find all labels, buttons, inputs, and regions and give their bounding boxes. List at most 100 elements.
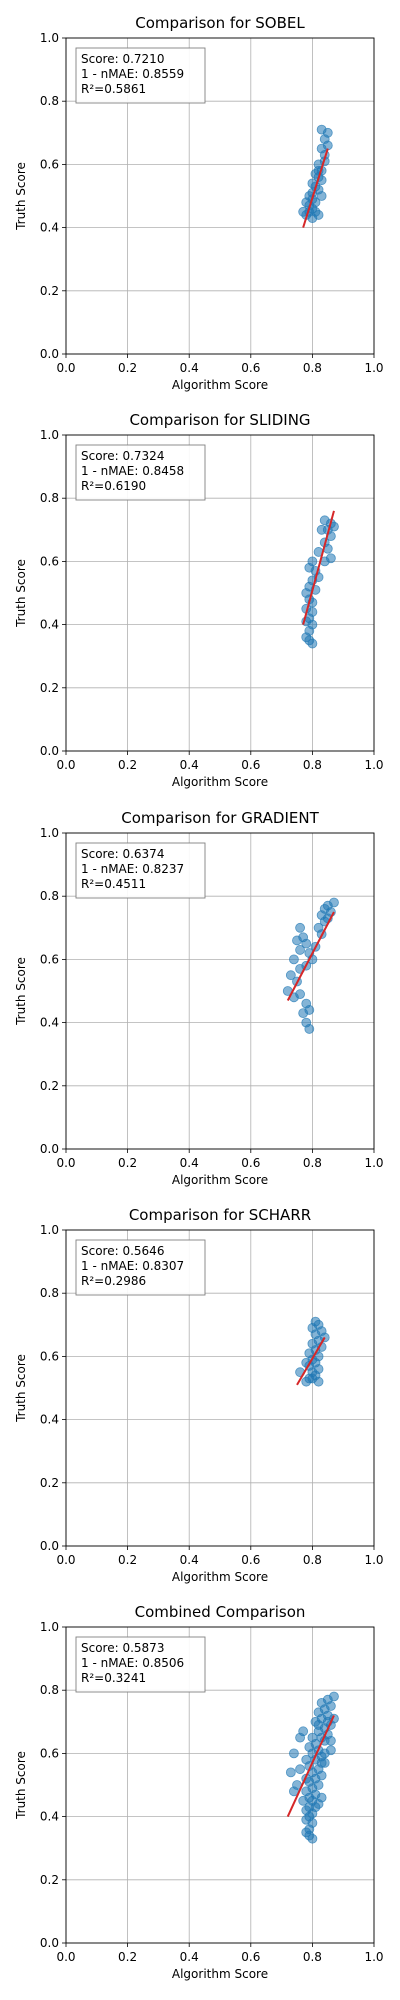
- stats-line: Score: 0.7324: [81, 449, 164, 463]
- stats-line: R²=0.5861: [81, 82, 146, 96]
- data-point: [299, 1009, 308, 1018]
- stats-line: Score: 0.7210: [81, 52, 164, 66]
- chart-panel-5: Combined Comparison0.0 0.2 0.4 0.6 0.8 1.00.0…: [14, 1603, 384, 1981]
- y-tick-label: 0.2: [40, 1079, 59, 1093]
- chart-panel-4: Comparison for SCHARR 0.0 0.2 0.4 0.6 0.8 1.0 0…: [14, 1206, 384, 1584]
- y-tick-label: 0.6: [40, 1349, 59, 1363]
- chart-title: Comparison for SOBEL: [135, 14, 305, 32]
- y-tick-label: 0.8: [40, 889, 59, 903]
- x-tick-label: 0.8: [303, 1156, 322, 1170]
- y-axis-label: Truth Score: [14, 957, 28, 1026]
- x-tick-label: 0.4: [180, 1156, 199, 1170]
- data-point: [296, 923, 305, 932]
- x-tick-label: 0.6: [241, 758, 260, 772]
- stats-line: 1 - nMAE: 0.8237: [81, 862, 184, 876]
- stats-line: R²=0.2986: [81, 1274, 146, 1288]
- data-point: [317, 1758, 326, 1767]
- data-point: [314, 1377, 323, 1386]
- y-tick-label: 0.0: [40, 1539, 59, 1553]
- x-tick-label: 1.0: [364, 361, 383, 375]
- y-tick-label: 0.2: [40, 1476, 59, 1490]
- y-tick-label: 0.4: [40, 1016, 59, 1030]
- data-point: [317, 525, 326, 534]
- x-tick-label: 0.6: [241, 1950, 260, 1964]
- stats-line: R²=0.3241: [81, 1671, 146, 1685]
- chart-title: Combined Comparison: [135, 1603, 306, 1621]
- y-tick-label: 0.2: [40, 284, 59, 298]
- x-tick-label: 0.0: [56, 1553, 75, 1567]
- data-point: [314, 1720, 323, 1729]
- x-tick-label: 0.8: [303, 1950, 322, 1964]
- x-tick-label: 0.2: [118, 1553, 137, 1567]
- y-tick-label: 1.0: [40, 31, 59, 45]
- stats-box: Score: 0.73241 - nMAE: 0.8458R²=0.6190: [76, 445, 205, 500]
- chart-panel-2: Comparison for SLIDING 0.0 0.2 0.4 0.6 0.8 1.0…: [14, 411, 384, 789]
- x-tick-label: 0.4: [180, 758, 199, 772]
- y-tick-label: 1.0: [40, 1620, 59, 1634]
- stats-line: 1 - nMAE: 0.8559: [81, 67, 184, 81]
- x-tick-label: 0.8: [303, 1553, 322, 1567]
- x-tick-label: 0.0: [56, 758, 75, 772]
- x-tick-label: 0.2: [118, 361, 137, 375]
- x-tick-label: 0.6: [241, 361, 260, 375]
- x-tick-label: 0.8: [303, 758, 322, 772]
- data-point: [289, 955, 298, 964]
- data-point: [296, 1733, 305, 1742]
- y-tick-label: 0.4: [40, 1810, 59, 1824]
- chart-panel-3: Comparison for GRADIENT 0.0 0.2 0.4 0.6 0.8 1.…: [14, 809, 384, 1187]
- data-point: [308, 1834, 317, 1843]
- x-tick-label: 1.0: [364, 1553, 383, 1567]
- data-point: [289, 1749, 298, 1758]
- y-tick-label: 1.0: [40, 428, 59, 442]
- stats-box: Score: 0.58731 - nMAE: 0.8506R²=0.3241: [76, 1637, 205, 1692]
- data-point: [296, 945, 305, 954]
- stats-line: R²=0.4511: [81, 877, 146, 891]
- y-tick-label: 1.0: [40, 826, 59, 840]
- y-tick-label: 0.6: [40, 1746, 59, 1760]
- data-point: [320, 1749, 329, 1758]
- data-point: [326, 1736, 335, 1745]
- x-tick-label: 0.2: [118, 758, 137, 772]
- stats-line: Score: 0.6374: [81, 847, 164, 861]
- stats-line: 1 - nMAE: 0.8458: [81, 464, 184, 478]
- y-tick-label: 0.6: [40, 554, 59, 568]
- stats-line: Score: 0.5646: [81, 1244, 164, 1258]
- x-tick-label: 0.8: [303, 361, 322, 375]
- x-tick-label: 1.0: [364, 758, 383, 772]
- x-axis-label: Algorithm Score: [172, 378, 268, 392]
- data-point: [296, 1765, 305, 1774]
- x-tick-label: 0.6: [241, 1553, 260, 1567]
- stats-line: 1 - nMAE: 0.8506: [81, 1656, 184, 1670]
- y-tick-label: 0.2: [40, 1873, 59, 1887]
- y-tick-label: 0.6: [40, 952, 59, 966]
- y-axis-label: Truth Score: [14, 1354, 28, 1423]
- y-tick-label: 1.0: [40, 1223, 59, 1237]
- x-tick-label: 1.0: [364, 1156, 383, 1170]
- y-tick-label: 0.0: [40, 1142, 59, 1156]
- y-axis-label: Truth Score: [14, 162, 28, 231]
- data-point: [317, 192, 326, 201]
- y-axis-label: Truth Score: [14, 1751, 28, 1820]
- x-axis-label: Algorithm Score: [172, 775, 268, 789]
- stats-line: 1 - nMAE: 0.8307: [81, 1259, 184, 1273]
- chart-panel-1: Comparison for SOBEL 0.0 0.2 0.4 0.6 0.8 1.0 0.…: [14, 14, 384, 392]
- stats-line: Score: 0.5873: [81, 1641, 164, 1655]
- x-tick-label: 0.4: [180, 1553, 199, 1567]
- x-tick-label: 0.2: [118, 1950, 137, 1964]
- y-tick-label: 0.8: [40, 1286, 59, 1300]
- y-tick-label: 0.0: [40, 347, 59, 361]
- x-tick-label: 0.6: [241, 1156, 260, 1170]
- chart-title: Comparison for SLIDING: [129, 411, 310, 429]
- data-point: [308, 639, 317, 648]
- x-tick-label: 0.4: [180, 361, 199, 375]
- x-axis-label: Algorithm Score: [172, 1570, 268, 1584]
- y-tick-label: 0.2: [40, 681, 59, 695]
- x-tick-label: 0.0: [56, 1950, 75, 1964]
- chart-title: Comparison for SCHARR: [129, 1206, 311, 1224]
- x-axis-label: Algorithm Score: [172, 1173, 268, 1187]
- x-tick-label: 1.0: [364, 1950, 383, 1964]
